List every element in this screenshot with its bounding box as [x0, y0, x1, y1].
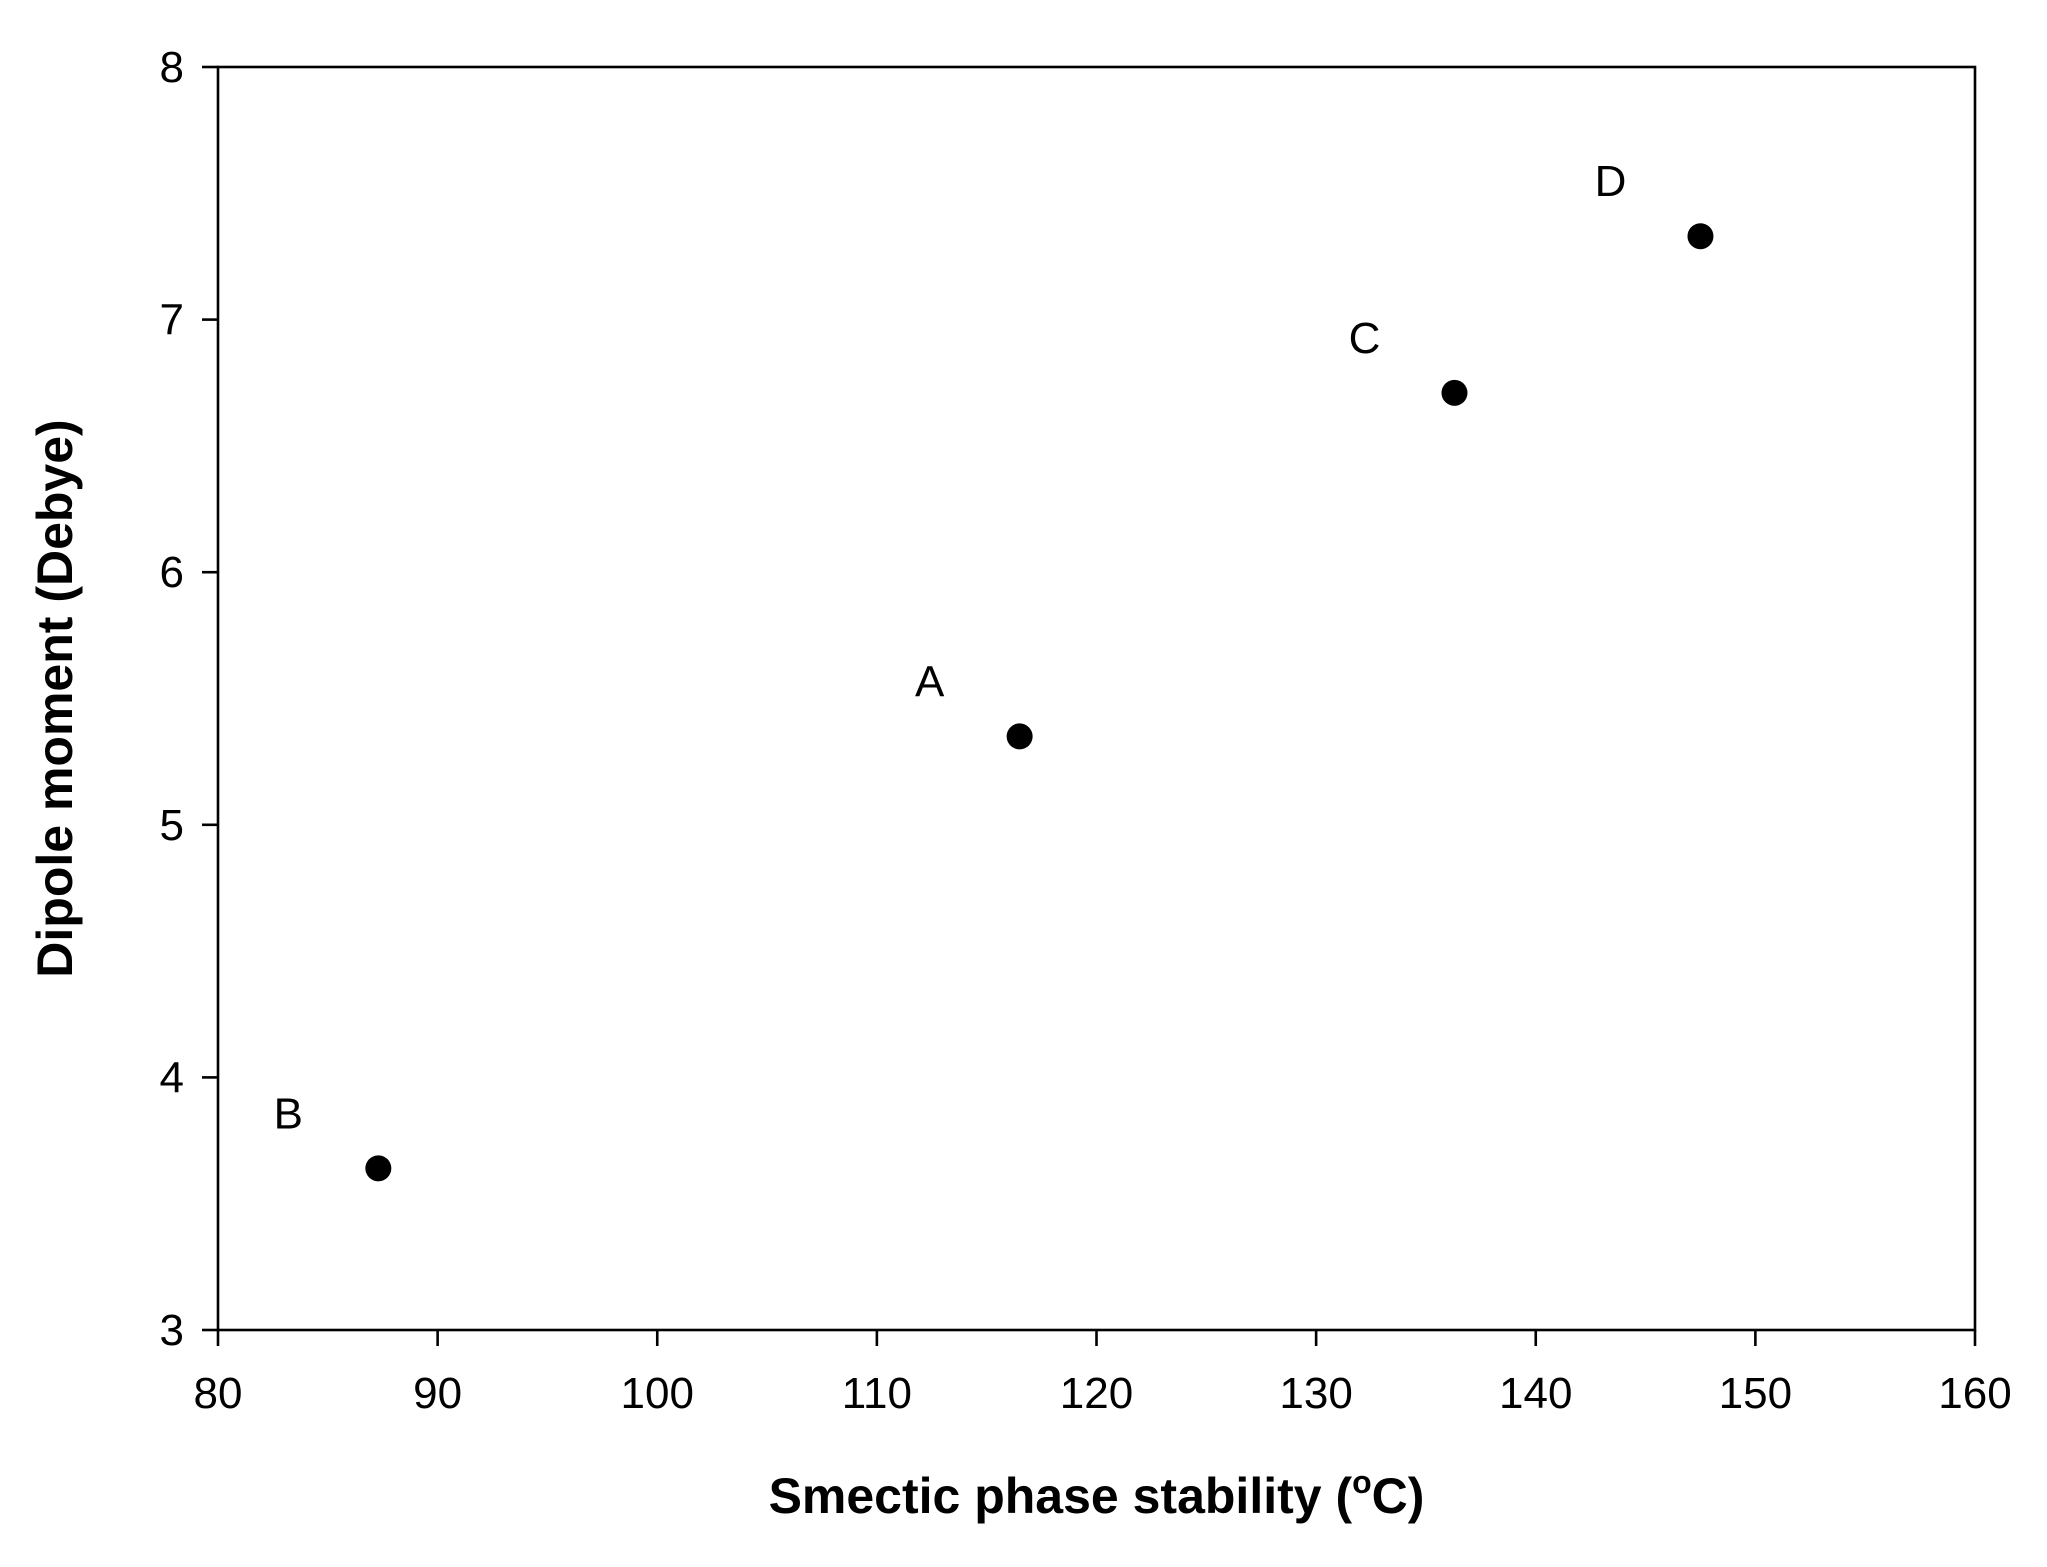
- x-tick-label: 150: [1719, 1369, 1792, 1418]
- y-axis-ticks: 3 4 5 6 7 8: [160, 43, 218, 1355]
- data-points: A B C D: [274, 157, 1714, 1182]
- data-point-b: [365, 1155, 392, 1182]
- x-tick-label: 160: [1938, 1369, 2011, 1418]
- x-tick-label: 120: [1060, 1369, 1133, 1418]
- x-tick-label: 130: [1279, 1369, 1352, 1418]
- data-point-label-c: C: [1349, 314, 1381, 363]
- x-axis-title-main: Smectic phase stability (: [769, 1468, 1353, 1524]
- data-point-label-a: A: [915, 657, 945, 706]
- y-tick-label: 3: [160, 1306, 184, 1355]
- x-axis-title-suffix: C): [1372, 1468, 1425, 1524]
- x-axis-ticks: 80 90 100 110 120 130 140 150 160: [194, 1330, 2012, 1418]
- x-tick-label: 100: [621, 1369, 694, 1418]
- y-tick-label: 7: [160, 296, 184, 345]
- x-tick-label: 90: [413, 1369, 462, 1418]
- y-tick-label: 5: [160, 801, 184, 850]
- x-tick-label: 140: [1499, 1369, 1572, 1418]
- data-point-c: [1441, 379, 1468, 406]
- y-axis-title: Dipole moment (Debye): [27, 419, 83, 977]
- data-point-d: [1687, 223, 1714, 250]
- x-axis-title: Smectic phase stability (oC): [769, 1464, 1425, 1524]
- data-point-a: [1006, 723, 1033, 750]
- y-tick-label: 4: [160, 1053, 184, 1102]
- x-tick-label: 110: [842, 1369, 912, 1418]
- y-tick-label: 6: [160, 548, 184, 597]
- x-tick-label: 80: [194, 1369, 243, 1418]
- x-axis-title-degree: o: [1352, 1464, 1372, 1500]
- y-tick-label: 8: [160, 43, 184, 92]
- data-point-label-b: B: [274, 1089, 303, 1138]
- data-point-label-d: D: [1595, 157, 1627, 206]
